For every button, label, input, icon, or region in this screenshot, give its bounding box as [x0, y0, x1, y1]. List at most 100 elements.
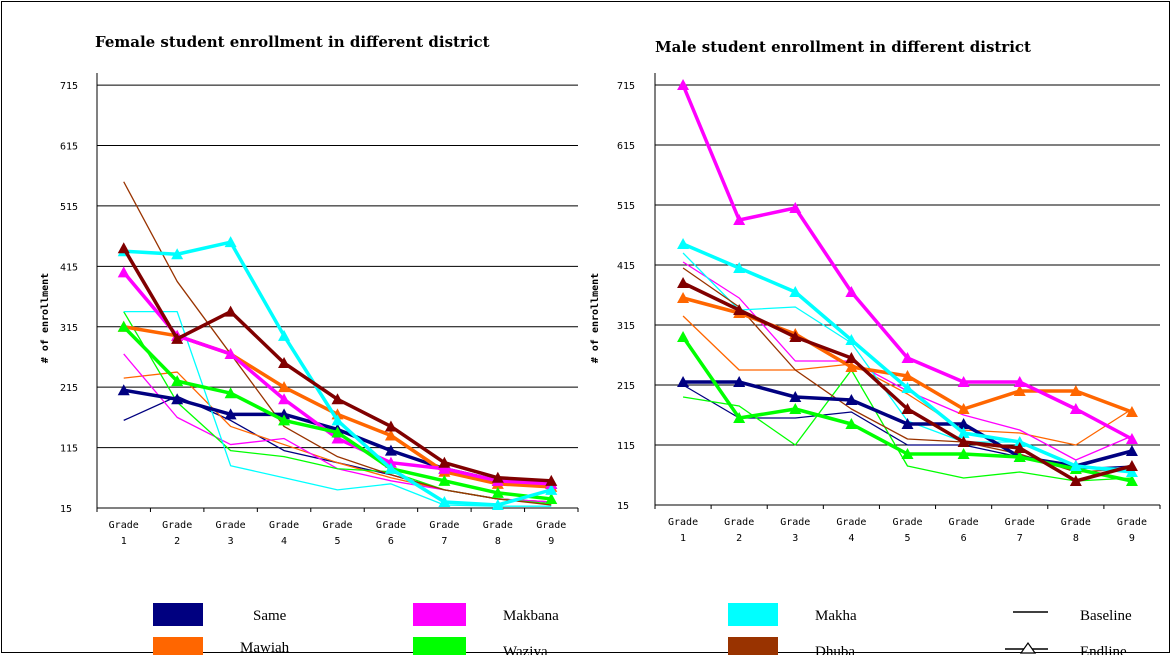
endline-triangle-icon [1019, 641, 1037, 654]
y-tick-label: 15 [60, 504, 72, 515]
data-point-dhuba-endline [677, 277, 690, 288]
y-tick-label: 215 [60, 383, 78, 394]
x-tick-label: Grade [1061, 517, 1091, 528]
x-tick-label: 3 [228, 536, 234, 547]
data-point-makbana-endline [733, 214, 746, 225]
data-point-dhuba-endline [438, 456, 451, 468]
data-point-makha-endline [438, 495, 451, 507]
data-point-same-endline [957, 418, 970, 429]
data-point-makbana-endline [1013, 376, 1026, 387]
x-tick-label: Grade [109, 520, 139, 531]
x-tick-label: Grade [892, 517, 922, 528]
female-enrollment-chart: Female student enrollment in different d… [40, 33, 579, 547]
data-point-makha-endline [171, 248, 184, 260]
legend-swatch-makbana [413, 603, 466, 626]
data-point-waziya-endline [545, 492, 558, 504]
y-tick-label: 615 [617, 141, 635, 152]
x-tick-label: 7 [1017, 533, 1023, 544]
data-point-waziya-endline [224, 387, 237, 399]
data-point-makha-endline [957, 427, 970, 438]
data-point-waziya-endline [331, 426, 344, 438]
data-point-makha-endline [1013, 436, 1026, 447]
data-point-same-endline [1125, 445, 1138, 456]
data-point-dhuba-endline [384, 420, 397, 432]
legend-label-makha: Makha [815, 608, 857, 624]
x-tick-label: Grade [836, 517, 866, 528]
data-point-makha-endline [789, 286, 802, 297]
x-tick-label: 6 [388, 536, 394, 547]
y-tick-label: 715 [60, 81, 78, 92]
legend-label-endline: Endline [1080, 644, 1127, 655]
y-tick-label: 415 [617, 261, 635, 272]
data-point-makha-endline [901, 382, 914, 393]
legend-label-same: Same [253, 608, 287, 624]
x-tick-label: Grade [536, 520, 566, 531]
x-tick-label: 4 [848, 533, 854, 544]
data-point-same-endline [845, 394, 858, 405]
legend-label-makbana: Makbana [503, 608, 559, 624]
x-tick-label: 5 [904, 533, 910, 544]
legend-swatch-makha [728, 603, 778, 626]
x-tick-label: Grade [1117, 517, 1147, 528]
chart-title: Male student enrollment in different dis… [655, 38, 1031, 56]
data-point-mawiah-endline [901, 370, 914, 381]
legend-label-waziya: Waziya [503, 644, 548, 655]
x-tick-label: 5 [334, 536, 340, 547]
y-tick-label: 215 [617, 381, 635, 392]
data-point-mawiah-endline [278, 381, 291, 393]
x-tick-label: 6 [961, 533, 967, 544]
data-point-dhuba-endline [331, 393, 344, 405]
data-point-makha-endline [845, 334, 858, 345]
data-point-waziya-endline [957, 448, 970, 459]
x-tick-label: 1 [680, 533, 686, 544]
x-tick-label: Grade [216, 520, 246, 531]
data-point-makha-endline [1069, 460, 1082, 471]
data-point-makha-endline [224, 236, 237, 248]
data-point-same-endline [384, 444, 397, 456]
series-line-makha-endline [123, 240, 552, 507]
data-point-waziya-endline [677, 331, 690, 342]
plot-area: 15 115 215 315 415 515 615 715 Grade 1 Grade 2 Grade… [617, 73, 1161, 544]
data-point-makbana-endline [789, 202, 802, 213]
data-point-makbana-endline [117, 266, 130, 278]
data-point-makha-endline [545, 483, 558, 495]
data-point-dhuba-endline [1125, 460, 1138, 471]
data-point-makbana-endline [224, 347, 237, 359]
data-point-makbana-endline [1069, 403, 1082, 414]
x-tick-label: Grade [724, 517, 754, 528]
data-point-makbana-endline [438, 462, 451, 474]
x-tick-label: 2 [736, 533, 742, 544]
legend-swatch-same [153, 603, 203, 626]
data-point-dhuba-endline [1013, 442, 1026, 453]
data-point-mawiah-endline [1125, 406, 1138, 417]
data-point-mawiah-endline [677, 292, 690, 303]
male-enrollment-chart: Male student enrollment in different dis… [590, 38, 1161, 544]
x-tick-label: Grade [376, 520, 406, 531]
x-tick-label: Grade [668, 517, 698, 528]
y-tick-label: 615 [60, 142, 78, 153]
legend-label-baseline: Baseline [1080, 608, 1132, 624]
data-point-same-endline [733, 376, 746, 387]
y-tick-label: 115 [617, 441, 635, 452]
data-point-dhuba-endline [491, 471, 504, 483]
y-axis-label: # of enrollment [590, 273, 601, 363]
data-point-dhuba-endline [545, 474, 558, 486]
data-point-makbana-endline [901, 352, 914, 363]
data-point-mawiah-endline [1013, 385, 1026, 396]
x-tick-label: 2 [174, 536, 180, 547]
data-point-makbana-endline [677, 79, 690, 90]
data-point-waziya-endline [901, 448, 914, 459]
legend-swatch-waziya [413, 637, 466, 655]
x-tick-label: Grade [269, 520, 299, 531]
y-tick-label: 515 [60, 202, 78, 213]
data-point-waziya-endline [278, 414, 291, 426]
data-point-waziya-endline [491, 486, 504, 498]
data-point-makha-endline [278, 329, 291, 341]
series-line-mawiah-baseline [682, 315, 1133, 446]
legend-label-dhuba: Dhuba [815, 644, 855, 655]
data-point-makbana-endline [331, 432, 344, 444]
data-point-waziya-endline [438, 474, 451, 486]
data-point-dhuba-endline [789, 331, 802, 342]
